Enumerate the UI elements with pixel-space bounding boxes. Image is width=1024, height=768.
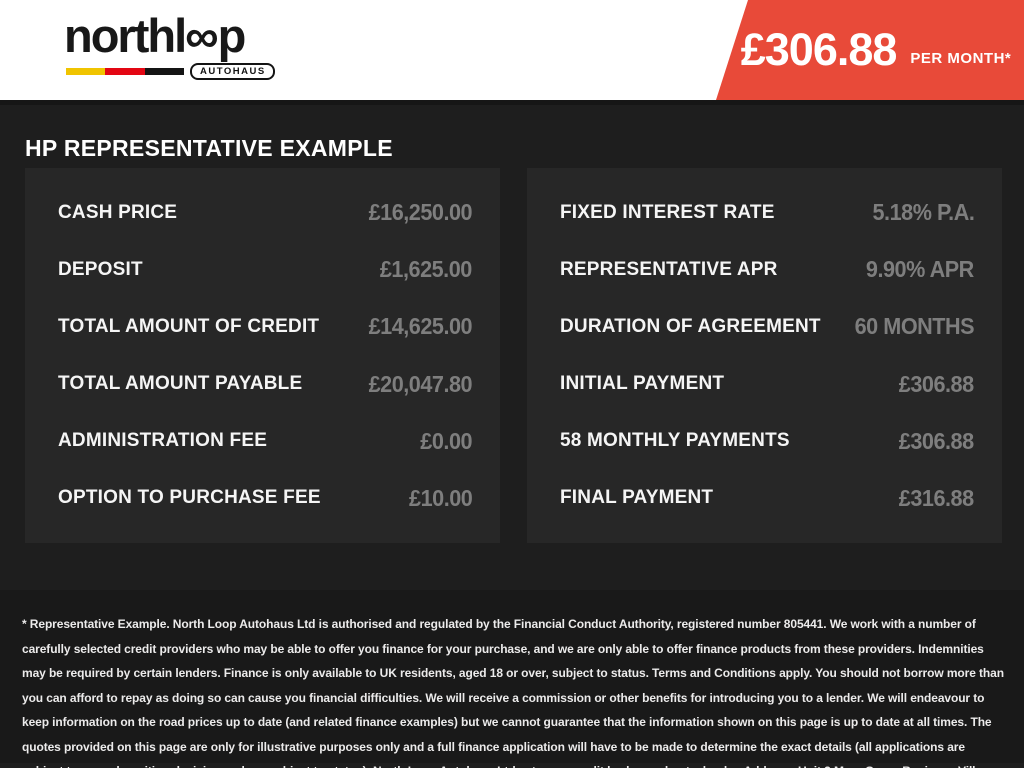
finance-panel-left: CASH PRICE £16,250.00 DEPOSIT £1,625.00 … bbox=[25, 168, 500, 543]
logo-wordmark: northl∞p bbox=[64, 10, 275, 62]
table-row: TOTAL AMOUNT OF CREDIT £14,625.00 bbox=[58, 313, 472, 340]
finance-value: £20,047.80 bbox=[368, 370, 472, 397]
finance-label: OPTION TO PURCHASE FEE bbox=[58, 487, 321, 509]
finance-value: £306.88 bbox=[899, 370, 974, 397]
finance-label: FINAL PAYMENT bbox=[560, 487, 714, 509]
infinity-loop-icon: ∞ bbox=[185, 9, 219, 62]
finance-example-section: HP REPRESENTATIVE EXAMPLE CASH PRICE £16… bbox=[0, 100, 1024, 590]
table-row: TOTAL AMOUNT PAYABLE £20,047.80 bbox=[58, 371, 472, 398]
logo-text-pre: northl bbox=[64, 9, 187, 62]
finance-value: £14,625.00 bbox=[368, 313, 472, 340]
stripe-yellow-segment bbox=[66, 68, 106, 75]
table-row: FINAL PAYMENT £316.88 bbox=[560, 485, 974, 512]
table-row: DEPOSIT £1,625.00 bbox=[58, 256, 472, 283]
finance-panel-right: FIXED INTEREST RATE 5.18% P.A. REPRESENT… bbox=[527, 168, 1002, 543]
finance-value: £16,250.00 bbox=[368, 199, 472, 226]
finance-panels: CASH PRICE £16,250.00 DEPOSIT £1,625.00 … bbox=[25, 168, 1002, 543]
table-row: FIXED INTEREST RATE 5.18% P.A. bbox=[560, 199, 974, 226]
table-row: DURATION OF AGREEMENT 60 MONTHS bbox=[560, 313, 974, 340]
stripe-black-segment bbox=[144, 68, 184, 75]
northloop-logo: northl∞p AUTOHAUS bbox=[64, 10, 275, 80]
autohaus-badge: AUTOHAUS bbox=[190, 63, 275, 80]
finance-label: TOTAL AMOUNT PAYABLE bbox=[58, 373, 303, 395]
finance-label: ADMINISTRATION FEE bbox=[58, 430, 268, 452]
page-title: HP REPRESENTATIVE EXAMPLE bbox=[25, 135, 393, 161]
stripe-red-segment bbox=[105, 68, 145, 75]
price-banner: £306.88 PER MONTH* bbox=[716, 0, 1024, 100]
table-row: ADMINISTRATION FEE £0.00 bbox=[58, 428, 472, 455]
finance-value: £10.00 bbox=[408, 484, 473, 511]
monthly-price: £306.88 bbox=[740, 24, 898, 75]
representative-example-disclaimer: * Representative Example. North Loop Aut… bbox=[22, 617, 1004, 768]
logo-text-post: p bbox=[217, 9, 247, 62]
finance-value: 5.18% P.A. bbox=[872, 199, 974, 226]
finance-value: £316.88 bbox=[899, 484, 974, 511]
table-row: REPRESENTATIVE APR 9.90% APR bbox=[560, 256, 974, 283]
monthly-price-period: PER MONTH* bbox=[910, 49, 1012, 67]
finance-label: CASH PRICE bbox=[58, 201, 178, 223]
finance-label: DURATION OF AGREEMENT bbox=[560, 315, 821, 337]
table-row: 58 MONTHLY PAYMENTS £306.88 bbox=[560, 428, 974, 455]
finance-value: £306.88 bbox=[899, 427, 974, 454]
finance-value: 9.90% APR bbox=[866, 256, 974, 283]
finance-value: £0.00 bbox=[420, 427, 472, 454]
finance-label: FIXED INTEREST RATE bbox=[560, 201, 775, 223]
finance-label: DEPOSIT bbox=[58, 258, 143, 280]
finance-label: REPRESENTATIVE APR bbox=[560, 258, 778, 280]
finance-label: TOTAL AMOUNT OF CREDIT bbox=[58, 315, 320, 337]
table-row: CASH PRICE £16,250.00 bbox=[58, 199, 472, 226]
disclaimer-section: * Representative Example. North Loop Aut… bbox=[0, 590, 1024, 768]
site-header: northl∞p AUTOHAUS £306.88 PER MONTH* bbox=[0, 0, 1024, 100]
finance-value: £1,625.00 bbox=[380, 256, 472, 283]
finance-label: 58 MONTHLY PAYMENTS bbox=[560, 430, 790, 452]
table-row: INITIAL PAYMENT £306.88 bbox=[560, 371, 974, 398]
logo-underline-row: AUTOHAUS bbox=[66, 63, 275, 80]
finance-label: INITIAL PAYMENT bbox=[560, 373, 725, 395]
german-flag-stripe bbox=[66, 68, 184, 75]
finance-value: 60 MONTHS bbox=[854, 313, 974, 340]
table-row: OPTION TO PURCHASE FEE £10.00 bbox=[58, 485, 472, 512]
